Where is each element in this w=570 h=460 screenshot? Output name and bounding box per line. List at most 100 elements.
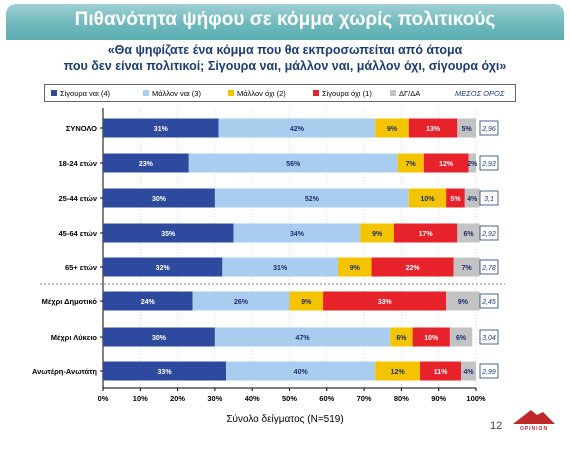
legend-label: Σίγουρα όχι (1) <box>322 88 372 98</box>
bar-segment <box>371 257 454 277</box>
bar-segment <box>408 188 447 208</box>
bar-segment <box>397 153 424 173</box>
title-banner: Πιθανότητα ψήφου σε κόμμα χωρίς πολιτικο… <box>6 4 564 40</box>
data-label: 4% <box>467 196 478 203</box>
data-label: 35% <box>161 231 176 238</box>
x-tick-label: 40% <box>245 394 260 403</box>
bar-segment <box>214 327 391 347</box>
x-tick-label: 100% <box>466 394 486 403</box>
data-label: 9% <box>458 299 469 306</box>
bar-segment <box>103 291 193 311</box>
data-label: 5% <box>462 126 473 133</box>
data-label: 13% <box>426 126 441 133</box>
category-label: 65+ ετών <box>65 263 97 272</box>
category-label: Ανωτέρη-Ανωτάτη <box>32 367 97 376</box>
data-label: 7% <box>462 265 473 272</box>
legend-item-definitely-no: Σίγουρα όχι (1) <box>313 87 372 99</box>
data-label: 31% <box>154 126 169 133</box>
bar-segment <box>226 361 376 381</box>
x-tick-label: 20% <box>170 394 185 403</box>
mean-value: 2,96 <box>481 126 496 133</box>
question-line-1: «Θα ψηφίζατε ένα κόμμα που θα εκπροσωπεί… <box>107 43 463 57</box>
mean-box <box>479 225 499 241</box>
page-number: 12 <box>490 420 503 432</box>
data-label: 9% <box>301 299 312 306</box>
data-label: 11% <box>434 369 448 376</box>
bar-segment <box>192 291 290 311</box>
bar-segment <box>188 153 398 173</box>
data-label: 5% <box>450 196 461 203</box>
data-label: 23% <box>139 161 154 168</box>
bar-segment <box>218 118 376 138</box>
data-label: 6% <box>463 231 474 238</box>
mean-value: 2,78 <box>481 265 496 272</box>
survey-question: «Θα ψηφίζατε ένα κόμμα που θα εκπροσωπεί… <box>40 42 530 74</box>
bar-segment <box>457 118 476 138</box>
data-label: 52% <box>305 196 320 203</box>
bar-segment <box>412 327 450 347</box>
bar-segment <box>289 291 324 311</box>
bar-segment <box>468 153 476 173</box>
bar-segment <box>375 118 409 138</box>
bar-segment <box>453 257 480 277</box>
mean-value: 2,92 <box>481 231 496 238</box>
category-label: 25-44 ετών <box>59 194 97 203</box>
bar-segment <box>337 257 372 277</box>
category-label: 18-24 ετών <box>59 159 97 168</box>
bar-segment <box>103 257 223 277</box>
legend-swatch <box>313 90 319 96</box>
logo-text: OPINION <box>519 426 549 432</box>
data-label: 17% <box>419 231 434 238</box>
x-tick-label: 50% <box>282 394 297 403</box>
bar-segment <box>103 327 215 347</box>
mean-box <box>479 363 499 379</box>
category-label: 45-64 ετών <box>59 229 97 238</box>
bar-segment <box>233 223 361 243</box>
bar-segment <box>420 361 462 381</box>
data-label: 22% <box>406 265 421 272</box>
mean-box <box>479 155 499 171</box>
data-label: 10% <box>421 196 436 203</box>
data-label: 32% <box>156 265 171 272</box>
x-tick-label: 0% <box>98 394 109 403</box>
mean-box <box>479 259 499 275</box>
bar-segment <box>446 188 465 208</box>
legend-label: Σίγουρα ναι (4) <box>60 88 111 98</box>
data-label: 33% <box>378 299 393 306</box>
legend-label: ΔΓ/ΔΑ <box>399 88 421 98</box>
mean-value: 2,99 <box>481 369 496 376</box>
bar-segment <box>461 361 476 381</box>
data-label: 26% <box>234 299 249 306</box>
legend-item-mean: ΜΕΣΟΣ ΟΡΟΣ <box>455 88 505 98</box>
data-label: 47% <box>296 335 311 342</box>
mean-value: 3,1 <box>484 196 494 203</box>
data-label: 24% <box>141 299 156 306</box>
data-label: 33% <box>158 369 173 376</box>
sample-size-note: Σύνολο δείγματος (N=519) <box>226 414 344 425</box>
data-label: 31% <box>273 265 288 272</box>
bar-segment <box>457 223 480 243</box>
bar-segment <box>446 291 480 311</box>
bar-segment <box>103 223 234 243</box>
question-line-2: που δεν είναι πολιτικοί; Σίγουρα ναι, μά… <box>63 59 507 73</box>
legend-swatch <box>228 90 234 96</box>
data-label: 6% <box>396 335 407 342</box>
legend-item-dont-know: ΔΓ/ΔΑ <box>390 87 420 99</box>
x-tick-label: 10% <box>133 394 148 403</box>
bar-segment <box>323 291 447 311</box>
data-label: 12% <box>439 161 454 168</box>
data-label: 56% <box>286 161 301 168</box>
category-label: ΣΥΝΟΛΟ <box>66 124 97 133</box>
bar-segment <box>375 361 421 381</box>
x-tick-label: 80% <box>394 394 409 403</box>
opinion-logo: OPINION <box>511 406 557 432</box>
mean-box <box>479 120 499 136</box>
data-label: 6% <box>456 335 467 342</box>
data-label: 30% <box>152 335 167 342</box>
data-label: 34% <box>290 231 305 238</box>
mean-value: 2,93 <box>481 161 496 168</box>
bar-segment <box>103 361 227 381</box>
data-label: 2% <box>467 161 478 168</box>
mean-box <box>479 293 499 309</box>
